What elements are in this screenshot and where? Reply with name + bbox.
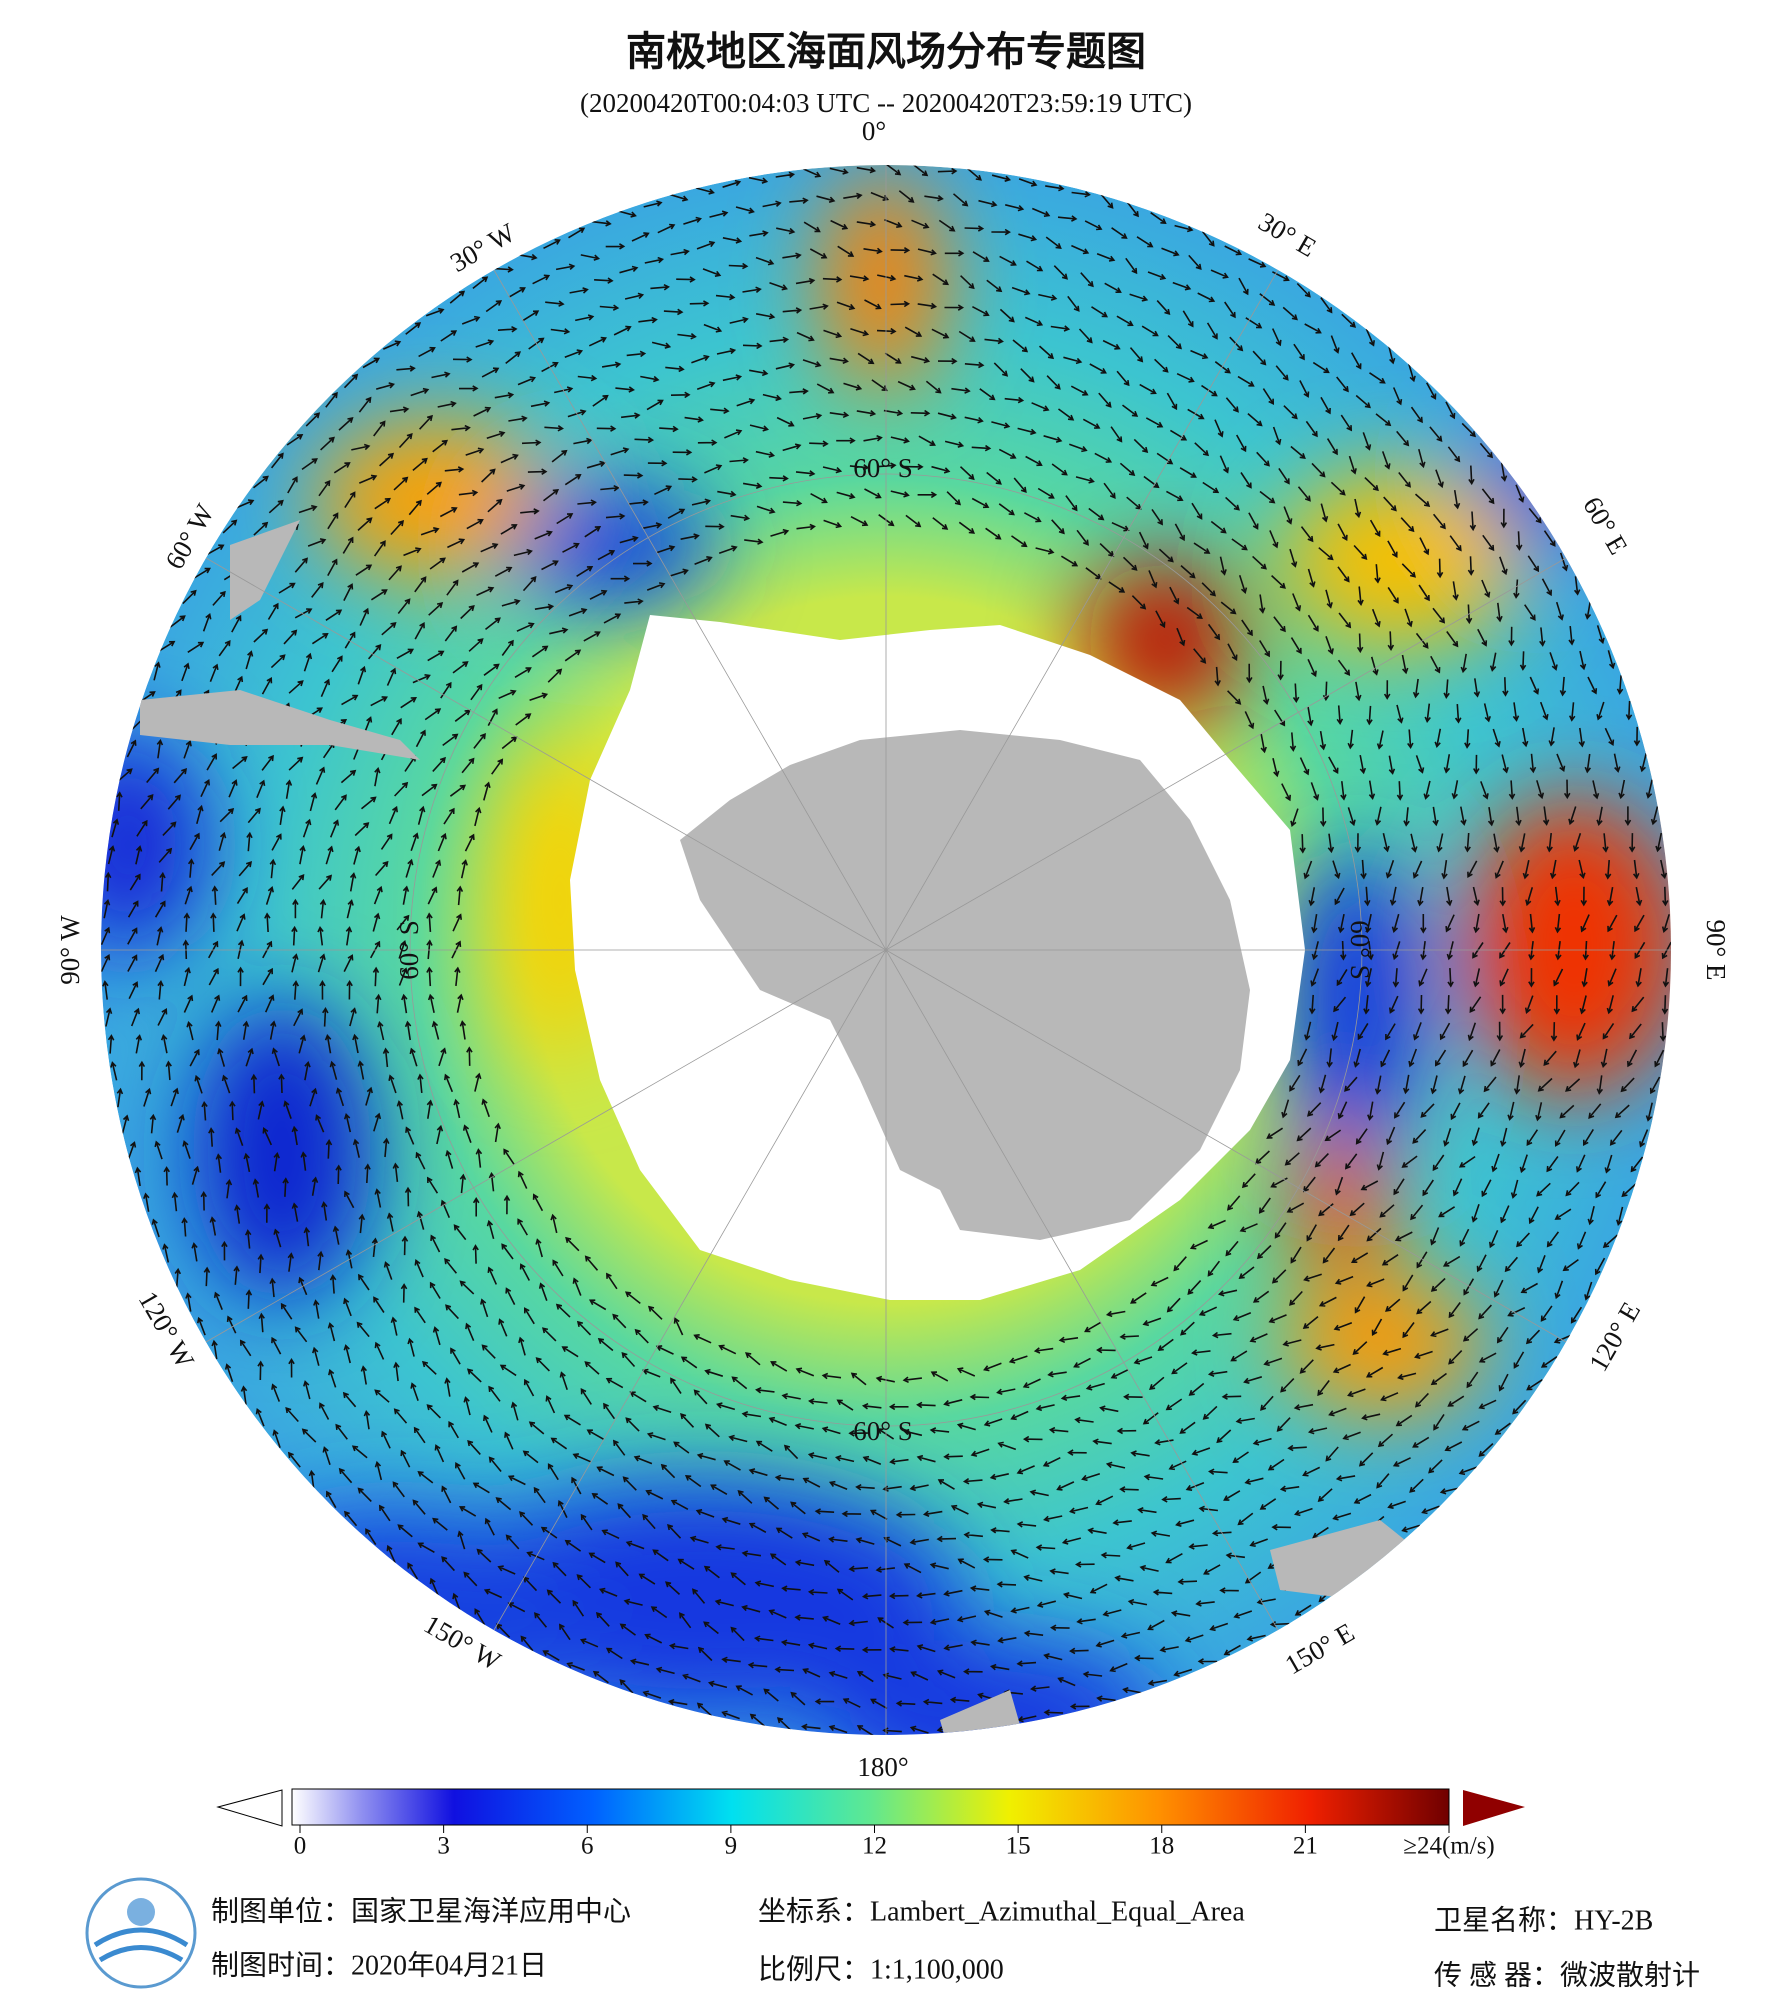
lon-label: 90° W bbox=[55, 915, 85, 985]
colorbar-tick-label: ≥24(m/s) bbox=[1403, 1833, 1495, 1860]
land bbox=[140, 520, 420, 760]
production-date: 制图时间：2020年04月21日 bbox=[211, 1949, 547, 1981]
sensor: 传 感 器：微波散射计 bbox=[1434, 1959, 1700, 1991]
colorbar-tick-label: 6 bbox=[581, 1833, 594, 1860]
lat-label: 60° S bbox=[853, 453, 913, 483]
colorbar-tick-label: 15 bbox=[1006, 1833, 1031, 1860]
map-scale: 比例尺：1:1,100,000 bbox=[758, 1953, 1004, 1985]
satellite: 卫星名称：HY-2B bbox=[1434, 1904, 1653, 1936]
land bbox=[940, 1520, 1430, 1735]
lon-label: 180° bbox=[857, 1752, 908, 1782]
coordinate-system: 坐标系：Lambert_Azimuthal_Equal_Area bbox=[758, 1895, 1245, 1927]
lat-labels: 60° S 60° S 60° S 60° S bbox=[394, 453, 1375, 1446]
producer: 制图单位：国家卫星海洋应用中心 bbox=[211, 1895, 631, 1927]
lat-label: 60° S bbox=[1345, 920, 1375, 980]
subtitle: (20200420T00:04:03 UTC -- 20200420T23:59… bbox=[580, 88, 1192, 118]
colorbar-tick-label: 9 bbox=[725, 1833, 738, 1860]
colorbar-tick-label: 18 bbox=[1149, 1833, 1174, 1860]
colorbar-min-arrow bbox=[216, 1789, 283, 1827]
lon-label: 0° bbox=[862, 116, 886, 146]
antarctica bbox=[680, 730, 1250, 1240]
lon-label: 150° E bbox=[1280, 1617, 1360, 1680]
graticule bbox=[101, 165, 1671, 1735]
lat-label: 60° S bbox=[394, 920, 424, 980]
colorbar-max-arrow bbox=[1463, 1790, 1525, 1826]
logo bbox=[85, 1877, 197, 1989]
colorbar-tick-label: 21 bbox=[1293, 1833, 1318, 1860]
colorbar-tick-label: 3 bbox=[437, 1833, 450, 1860]
colorbar-ticks: 0 3 6 9 12 15 18 21 ≥24(m/s) bbox=[294, 1825, 1495, 1860]
lon-label: 120° E bbox=[1583, 1297, 1646, 1377]
colorbar-tick-label: 0 bbox=[294, 1833, 307, 1860]
title: 南极地区海面风场分布专题图 bbox=[626, 29, 1146, 75]
lat-label: 60° S bbox=[853, 1416, 913, 1446]
lon-label: 60° E bbox=[1577, 492, 1634, 560]
colorbar bbox=[291, 1788, 1450, 1826]
colorbar-tick-label: 12 bbox=[862, 1833, 887, 1860]
lon-label: 90° E bbox=[1701, 919, 1731, 980]
lon-label: 30° E bbox=[1253, 206, 1321, 263]
